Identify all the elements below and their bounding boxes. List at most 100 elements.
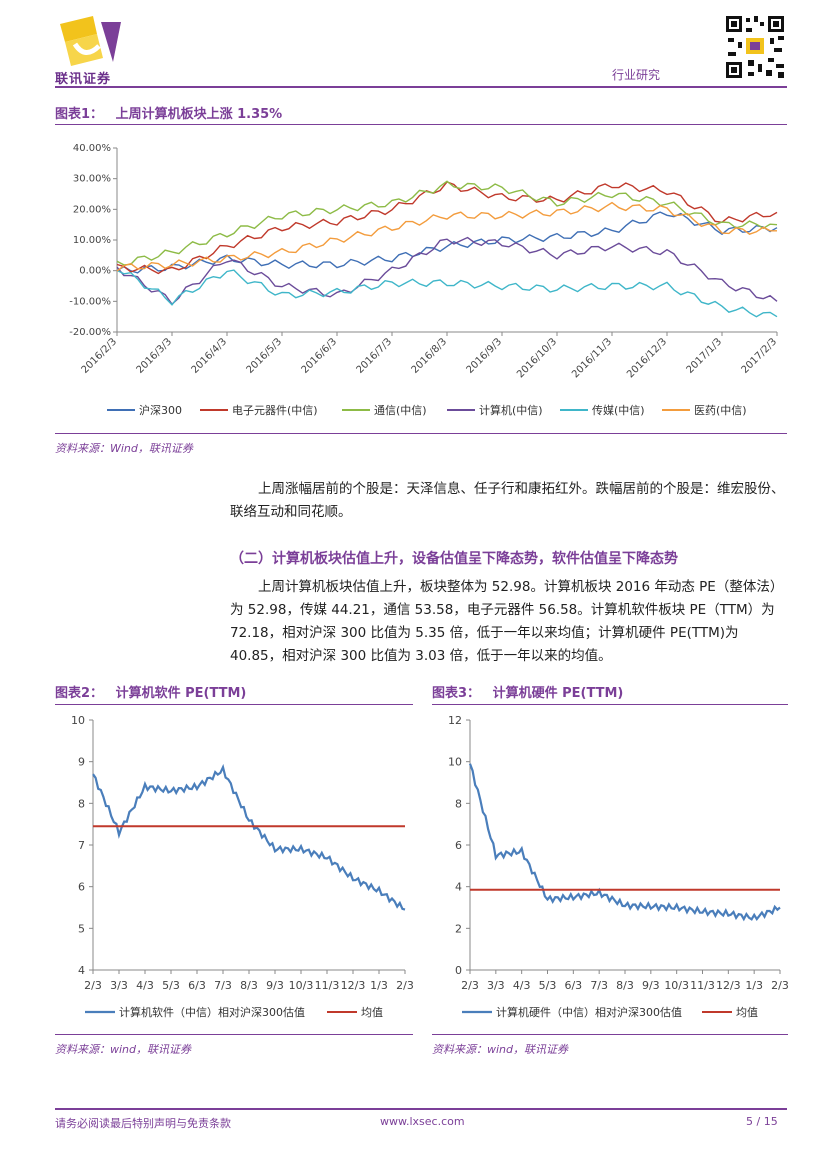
x-tick-label: 5/3	[539, 979, 557, 992]
legend-label-5: 医药(中信)	[694, 404, 747, 417]
figure1-source: 资料来源：Wind，联讯证券	[55, 442, 193, 455]
y-tick-label: -20.00%	[69, 327, 111, 338]
footer-divider	[55, 1108, 787, 1110]
x-tick-label: 11/3	[315, 979, 340, 992]
y-tick-label: 12	[448, 714, 462, 727]
figure2-title-divider	[55, 704, 413, 705]
x-tick-label: 6/3	[564, 979, 582, 992]
x-tick-label: 2016/5/3	[245, 336, 285, 376]
y-tick-label: 7	[78, 839, 85, 852]
chart-software-pe: 10 9 8 7 6 5 4 2/3 3/3 4/3 5/3 6/3 7/3 8/3 9/3 10/3 11/3…	[71, 714, 413, 1019]
x-tick-label: 7/3	[214, 979, 232, 992]
logo-mark-icon	[60, 16, 121, 66]
figure1-source-divider	[55, 433, 787, 434]
figure3-title-text: 计算机硬件 PE(TTM)	[492, 686, 624, 701]
figure2-title-text: 计算机软件 PE(TTM)	[115, 686, 247, 701]
figure3-label: 图表3：	[432, 686, 481, 701]
x-tick-label: 2016/7/3	[355, 336, 395, 376]
x-tick-label: 2/3	[396, 979, 413, 992]
y-tick-label: 6	[455, 839, 462, 852]
series-line-4	[116, 269, 778, 318]
x-tick-label: 2016/12/3	[625, 336, 669, 380]
x-tick-label: 2016/2/3	[80, 336, 120, 376]
series-line-5	[116, 201, 777, 272]
x-tick-label: 8/3	[616, 979, 634, 992]
x-tick-label: 12/3	[716, 979, 741, 992]
x-tick-label: 2016/9/3	[465, 336, 505, 376]
y-tick-label: 8	[78, 797, 85, 810]
header-divider	[55, 86, 787, 88]
x-tick-label: 2/3	[84, 979, 102, 992]
y-tick-label: 4	[455, 881, 462, 894]
x-tick-label: 2016/11/3	[570, 336, 614, 380]
x-tick-label: 2016/8/3	[410, 336, 450, 376]
x-tick-label: 10/3	[664, 979, 689, 992]
x-tick-label: 2017/2/3	[740, 336, 780, 376]
x-tick-label: 2016/3/3	[135, 336, 175, 376]
figure2-source-divider	[55, 1034, 413, 1035]
y-tick-label: 6	[78, 881, 85, 894]
y-tick-label: 8	[455, 797, 462, 810]
figure1-label: 图表1：	[55, 107, 104, 122]
x-tick-label: 2016/4/3	[190, 336, 230, 376]
figure3-title: 图表3： 计算机硬件 PE(TTM)	[432, 682, 623, 701]
x-tick-label: 6/3	[188, 979, 206, 992]
y-tick-label: 30.00%	[73, 174, 111, 185]
figure1-title-text: 上周计算机板块上涨 1.35%	[115, 107, 283, 122]
chart-sector-returns: 40.00% 30.00% 20.00% 10.00% 0.00% -10.00% -20.…	[69, 143, 780, 417]
figure1-title: 图表1： 上周计算机板块上涨 1.35%	[55, 103, 282, 122]
legend-label-pe: 计算机硬件（中信）相对沪深300估值	[496, 1005, 682, 1019]
figure2-title: 图表2： 计算机软件 PE(TTM)	[55, 682, 246, 701]
legend-label-1: 电子元器件(中信)	[232, 404, 318, 417]
figure2-source: 资料来源：wind，联讯证券	[55, 1043, 192, 1056]
x-tick-label: 2016/6/3	[300, 336, 340, 376]
y-tick-label: 4	[78, 964, 85, 977]
figure2-label: 图表2：	[55, 686, 104, 701]
x-tick-label: 1/3	[370, 979, 388, 992]
x-tick-label: 4/3	[513, 979, 531, 992]
qr-code-icon	[724, 14, 786, 80]
x-tick-label: 1/3	[745, 979, 763, 992]
x-tick-label: 7/3	[590, 979, 608, 992]
x-tick-label: 8/3	[240, 979, 258, 992]
legend-label-0: 沪深300	[139, 403, 182, 417]
logo-text: 联讯证券	[55, 72, 112, 87]
x-tick-label: 2/3	[461, 979, 479, 992]
y-tick-label: 10	[71, 714, 85, 727]
x-tick-label: 10/3	[289, 979, 314, 992]
y-tick-label: 2	[455, 922, 462, 935]
figure1-title-divider	[55, 124, 787, 125]
section2-title: （二）计算机板块估值上升，设备估值呈下降态势，软件估值呈下降态势	[230, 551, 678, 567]
legend-label-mean: 均值	[361, 1006, 383, 1019]
x-tick-label: 9/3	[266, 979, 284, 992]
logo: 联讯证券	[55, 14, 135, 87]
series-line-3	[116, 236, 778, 306]
x-tick-label: 11/3	[690, 979, 715, 992]
footer-website: www.lxsec.com	[380, 1115, 465, 1128]
legend-label-2: 通信(中信)	[374, 404, 427, 417]
y-tick-label: 9	[78, 756, 85, 769]
y-tick-label: 20.00%	[73, 204, 111, 215]
y-tick-label: 0.00%	[79, 266, 111, 277]
footer-disclaimer: 请务必阅读最后特别声明与免责条款	[55, 1117, 231, 1130]
x-tick-label: 2016/10/3	[515, 336, 559, 380]
figure3-source-divider	[432, 1034, 788, 1035]
chart-hardware-pe: 12 10 8 6 4 2 0 2/3 3/3 4/3 5/3 6/3 7/3 8/3 9/3 10/3 11/…	[448, 714, 788, 1019]
y-tick-label: 40.00%	[73, 143, 111, 154]
x-tick-label: 2017/1/3	[685, 336, 725, 376]
y-tick-label: 0	[455, 964, 462, 977]
figure3-title-divider	[432, 704, 788, 705]
x-tick-label: 4/3	[136, 979, 154, 992]
paragraph-valuation: 上周计算机板块估值上升，板块整体为 52.98。计算机板块 2016 年动态 P…	[230, 579, 784, 664]
report-category: 行业研究	[612, 68, 661, 82]
y-tick-label: -10.00%	[69, 296, 111, 307]
y-tick-label: 10.00%	[73, 235, 111, 246]
series-line-2	[116, 180, 778, 266]
footer-page-number: 5 / 15	[746, 1115, 778, 1128]
x-tick-label: 2/3	[771, 979, 788, 992]
paragraph-top-movers: 上周涨幅居前的个股是：天泽信息、任子行和康拓红外。跌幅居前的个股是：维宏股份、联…	[230, 481, 785, 520]
x-tick-label: 9/3	[642, 979, 660, 992]
pe-series-line	[468, 763, 781, 922]
legend-label-pe: 计算机软件（中信）相对沪深300估值	[119, 1005, 305, 1019]
legend-label-3: 计算机(中信)	[479, 403, 543, 417]
